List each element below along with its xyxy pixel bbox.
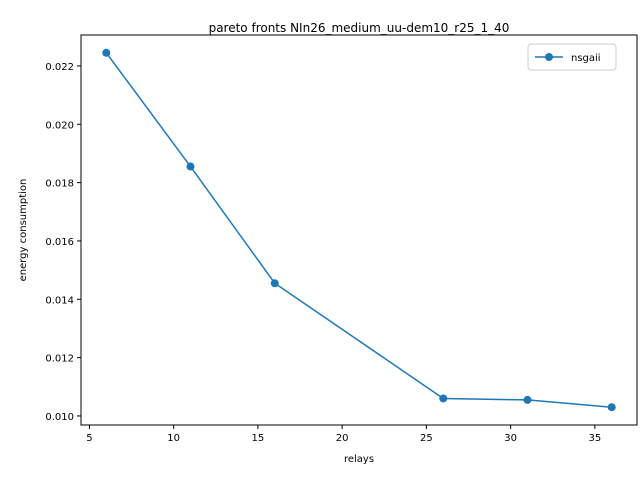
y-tick-label: 0.022 xyxy=(45,62,74,73)
data-point xyxy=(439,394,448,403)
data-point xyxy=(186,162,195,171)
y-tick-label: 0.014 xyxy=(45,295,74,306)
x-tick-label: 35 xyxy=(589,433,602,444)
x-tick-label: 15 xyxy=(252,433,265,444)
axis-ticks: 5 10 15 20 25 30 35 0.010 0.012 0.014 0.016 0.018 0.… xyxy=(45,62,601,444)
y-tick-label: 0.010 xyxy=(45,412,74,423)
series-layer xyxy=(102,48,616,412)
legend: nsgaii xyxy=(527,43,617,71)
data-point xyxy=(607,403,616,412)
plot-frame xyxy=(80,34,638,426)
data-point xyxy=(270,279,279,288)
x-tick-label: 20 xyxy=(336,433,349,444)
chart-title: pareto fronts NIn26_medium_uu-dem10_r25_… xyxy=(209,21,510,35)
x-tick-label: 10 xyxy=(167,433,180,444)
legend-marker xyxy=(545,53,553,61)
legend-label-nsgaii: nsgaii xyxy=(571,53,601,64)
series-line-nsgaii xyxy=(105,52,612,408)
x-tick-label: 25 xyxy=(420,433,433,444)
x-tick-label: 5 xyxy=(86,433,92,444)
y-axis-label: energy consumption xyxy=(18,179,29,282)
y-tick-label: 0.012 xyxy=(45,354,74,365)
legend-box xyxy=(527,43,617,71)
data-point xyxy=(102,48,111,57)
y-tick-label: 0.020 xyxy=(45,120,74,131)
data-point xyxy=(523,395,532,404)
y-tick-label: 0.016 xyxy=(45,237,74,248)
x-axis-label: relays xyxy=(344,454,374,465)
x-tick-label: 30 xyxy=(504,433,517,444)
y-tick-label: 0.018 xyxy=(45,179,74,190)
